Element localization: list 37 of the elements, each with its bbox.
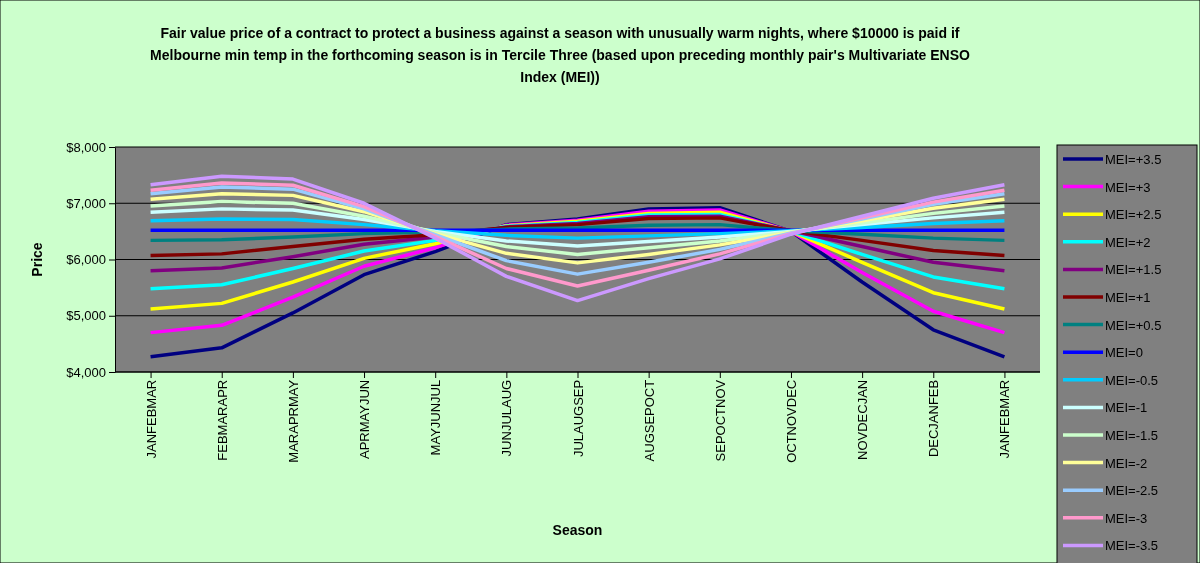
y-tick-label: $5,000 xyxy=(66,308,106,324)
x-tick-label: MARAPRMAY xyxy=(285,379,301,463)
legend-label: MEI=+0.5 xyxy=(1105,317,1162,333)
x-tick-label: MAYJUNJUL xyxy=(428,379,444,456)
legend-label: MEI=-2 xyxy=(1105,455,1148,471)
y-tick-label: $7,000 xyxy=(66,195,106,211)
chart-title: Fair value price of a contract to protect a business against a season with unusually warm nights, where $10000 is paid if Melbourne min temp in the forthcoming season is in Tercile Three (based upon preceding monthly pair's Multivariate ENSO Index (MEI)) xyxy=(150,25,971,85)
legend-label: MEI=+2 xyxy=(1105,234,1151,250)
x-tick-label: AUGSEPOCT xyxy=(641,379,657,462)
x-tick-label: DECJANFEB xyxy=(926,379,942,458)
legend-label: MEI=-0.5 xyxy=(1105,372,1159,388)
y-axis-title: Price xyxy=(29,242,45,277)
x-tick-label: JULAUGSEP xyxy=(570,379,586,458)
legend-label: MEI=-3 xyxy=(1105,510,1148,526)
x-tick-label: NOVDECJAN xyxy=(855,379,871,460)
x-tick-label: APRMAYJUN xyxy=(357,379,373,460)
line-series xyxy=(148,174,1007,303)
legend-label: MEI=+2.5 xyxy=(1105,207,1162,223)
legend-label: MEI=-1 xyxy=(1105,400,1148,416)
legend-label: MEI=-2.5 xyxy=(1105,483,1159,499)
legend-label: MEI=0 xyxy=(1105,345,1143,361)
x-tick-label: FEBMARAPR xyxy=(214,379,230,461)
x-tick-label: OCTNOVDEC xyxy=(784,379,800,463)
x-tick-label: JUNJULAUG xyxy=(499,379,515,457)
x-tick-label: JANFEBMAR xyxy=(997,379,1013,459)
legend-label: MEI=-3.5 xyxy=(1105,538,1159,554)
y-tick-label: $8,000 xyxy=(66,139,106,155)
x-tick-label: SEPOCTNOV xyxy=(712,379,728,462)
x-axis-title: Season xyxy=(552,522,603,538)
y-tick-label: $6,000 xyxy=(66,252,106,268)
legend-label: MEI=+3.5 xyxy=(1105,152,1162,167)
legend-label: MEI=+1 xyxy=(1105,290,1151,305)
legend-label: MEI=-1.5 xyxy=(1105,428,1159,443)
y-tick-label: $4,000 xyxy=(66,364,106,380)
x-tick-label: JANFEBMAR xyxy=(143,379,159,459)
legend-label: MEI=+1.5 xyxy=(1105,262,1162,278)
legend-label: MEI=+3 xyxy=(1105,179,1151,195)
